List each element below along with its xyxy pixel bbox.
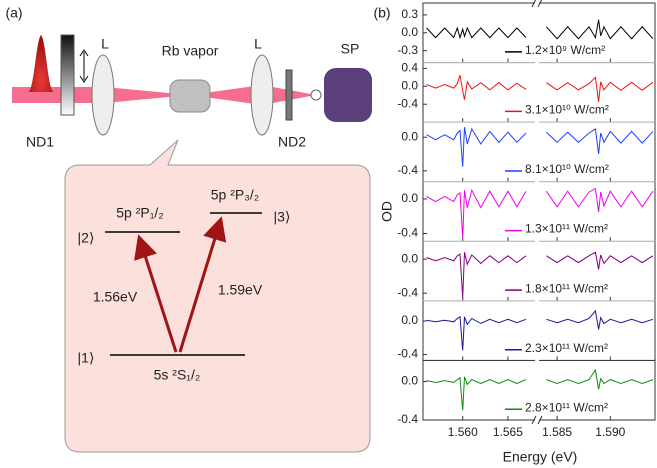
axis-break xyxy=(535,299,539,362)
break-mark xyxy=(531,415,543,425)
panel-label: (a) xyxy=(5,5,22,21)
trace xyxy=(426,127,654,167)
y-tick-label: 0.0 xyxy=(401,25,418,39)
bubble xyxy=(64,139,371,453)
lens xyxy=(250,54,274,136)
axis-break xyxy=(535,180,539,243)
state-label: |3⟩ xyxy=(274,209,291,225)
axis-break xyxy=(535,359,539,421)
transition-arrow xyxy=(178,216,227,353)
pulse xyxy=(28,35,54,92)
legend-label: 1.8×10¹¹ W/cm² xyxy=(525,281,608,295)
lens xyxy=(91,54,115,136)
state-label: |2⟩ xyxy=(78,230,95,246)
legend-label: 1.3×10¹¹ W/cm² xyxy=(525,222,608,236)
term-label: 5p ²P₃/₂ xyxy=(211,187,260,203)
filter-label: ND2 xyxy=(278,134,306,150)
axis-break xyxy=(535,240,539,302)
y-tick-label: -0.4 xyxy=(397,96,418,110)
x-tick-label: 1.560 xyxy=(448,425,478,439)
y-tick-label: -0.4 xyxy=(397,347,418,361)
y-tick-label: -0.4 xyxy=(397,163,418,177)
x-tick-label: 1.585 xyxy=(542,425,572,439)
y-tick-label: 0.0 xyxy=(401,251,418,265)
y-tick-label: 0.4 xyxy=(401,61,418,75)
beam xyxy=(12,85,316,105)
y-axis-label: OD xyxy=(379,201,395,222)
lens-label: L xyxy=(101,36,109,52)
y-tick-label: 0.0 xyxy=(401,129,418,143)
level-diagram: 5p ²P₁/₂ 5p ²P₃/₂ 5s ²S₁/₂ |2⟩ |3⟩ |1⟩ 1… xyxy=(64,139,371,453)
legend-label: 2.8×10¹¹ W/cm² xyxy=(525,400,608,414)
vapor-cell xyxy=(169,79,211,113)
setup: (a) L Rb vapor L SP ND1 ND2 xyxy=(5,5,372,150)
cell-label: Rb vapor xyxy=(162,43,219,59)
axis-break xyxy=(535,2,539,64)
legend-label: 3.1×10¹⁰ W/cm² xyxy=(525,103,609,117)
legend-label: 8.1×10¹⁰ W/cm² xyxy=(525,162,609,176)
axis-break xyxy=(535,61,539,124)
break-mark xyxy=(531,0,543,8)
y-tick-label: 0.0 xyxy=(401,374,418,388)
y-tick-label: 0.0 xyxy=(401,78,418,92)
state-label: |1⟩ xyxy=(78,350,95,366)
y-tick-label: -0.4 xyxy=(397,285,418,299)
legend-label: 2.3×10¹¹ W/cm² xyxy=(525,341,608,355)
trace xyxy=(426,187,654,238)
arrow xyxy=(79,49,89,83)
y-tick-label: 0.0 xyxy=(401,191,418,205)
term-label: 5p ²P₁/₂ xyxy=(116,205,164,221)
energy-label: 1.59eV xyxy=(218,282,263,298)
y-tick-label: 0.3 xyxy=(401,7,418,21)
term-label: 5s ²S₁/₂ xyxy=(154,367,201,383)
spectrometer xyxy=(324,68,372,122)
nd2-filter xyxy=(285,69,293,121)
transition-arrow xyxy=(134,234,178,353)
trace xyxy=(426,309,654,351)
trace xyxy=(426,74,654,103)
x-tick-label: 1.565 xyxy=(493,425,523,439)
y-tick-label: -0.3 xyxy=(397,43,418,57)
y-tick-label: -0.4 xyxy=(397,226,418,240)
panel-label: (b) xyxy=(373,5,390,21)
legend-label: 1.2×10⁹ W/cm² xyxy=(525,43,605,57)
lens-label: L xyxy=(254,36,262,52)
energy-label: 1.56eV xyxy=(93,289,138,305)
y-tick-label: 0.0 xyxy=(401,313,418,327)
nd1-filter xyxy=(60,34,75,116)
fiber xyxy=(310,89,322,101)
spectrometer-label: SP xyxy=(341,41,360,57)
trace xyxy=(426,368,654,411)
trace xyxy=(426,251,654,298)
filter-label: ND1 xyxy=(26,134,54,150)
y-tick-label: -0.4 xyxy=(397,412,418,426)
trace xyxy=(426,19,654,40)
x-axis-label: Energy (eV) xyxy=(503,449,578,465)
axis-break xyxy=(535,121,539,183)
x-tick-label: 1.590 xyxy=(595,425,625,439)
